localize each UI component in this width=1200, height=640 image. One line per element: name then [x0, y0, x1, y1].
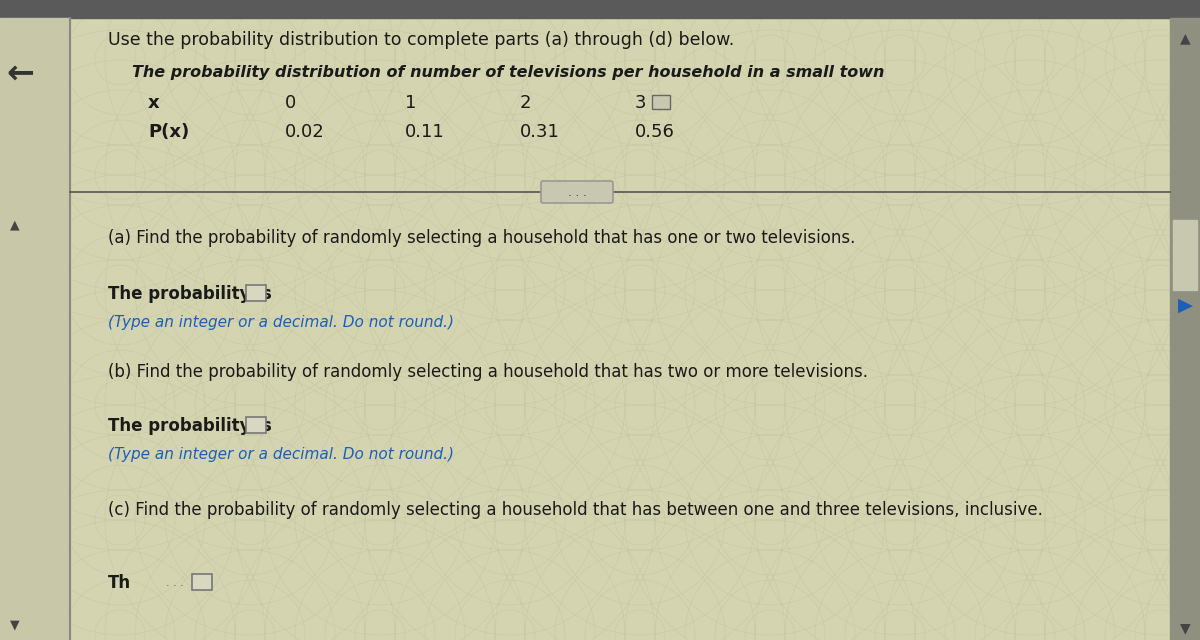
Text: (c) Find the probability of randomly selecting a household that has between one : (c) Find the probability of randomly sel…: [108, 501, 1043, 519]
Text: The probability is: The probability is: [108, 417, 271, 435]
Text: 3: 3: [635, 94, 647, 112]
Text: (Type an integer or a decimal. Do not round.): (Type an integer or a decimal. Do not ro…: [108, 314, 454, 330]
Bar: [192, 574, 212, 590]
FancyBboxPatch shape: [541, 181, 613, 203]
Text: 0.56: 0.56: [635, 123, 674, 141]
Text: ▶: ▶: [1177, 296, 1193, 314]
Text: ▼: ▼: [1180, 621, 1190, 635]
Text: 0.11: 0.11: [406, 123, 445, 141]
Text: ▲: ▲: [10, 218, 20, 232]
Text: The probability distribution of number of televisions per household in a small t: The probability distribution of number o…: [132, 65, 884, 79]
Bar: [1174, 220, 1198, 290]
Text: . . .: . . .: [166, 578, 184, 588]
Text: (Type an integer or a decimal. Do not round.): (Type an integer or a decimal. Do not ro…: [108, 447, 454, 461]
Text: ▼: ▼: [10, 618, 20, 632]
Bar: [246, 417, 266, 433]
Bar: [0, 0, 1200, 18]
Bar: [0, 18, 70, 640]
Text: Use the probability distribution to complete parts (a) through (d) below.: Use the probability distribution to comp…: [108, 31, 734, 49]
Text: (b) Find the probability of randomly selecting a household that has two or more : (b) Find the probability of randomly sel…: [108, 363, 868, 381]
Text: Th: Th: [108, 574, 131, 592]
Text: x: x: [148, 94, 160, 112]
Bar: [652, 95, 670, 109]
Bar: [1170, 18, 1200, 640]
Text: . . .: . . .: [568, 186, 587, 198]
Bar: [246, 285, 266, 301]
Text: 0: 0: [286, 94, 296, 112]
Text: 2: 2: [520, 94, 532, 112]
Text: ←: ←: [6, 56, 34, 90]
Text: 1: 1: [406, 94, 416, 112]
Text: P(x): P(x): [148, 123, 190, 141]
Text: ▲: ▲: [1180, 31, 1190, 45]
Text: (a) Find the probability of randomly selecting a household that has one or two t: (a) Find the probability of randomly sel…: [108, 229, 856, 247]
Text: 0.31: 0.31: [520, 123, 560, 141]
Text: The probability is: The probability is: [108, 285, 271, 303]
Text: 0.02: 0.02: [286, 123, 325, 141]
